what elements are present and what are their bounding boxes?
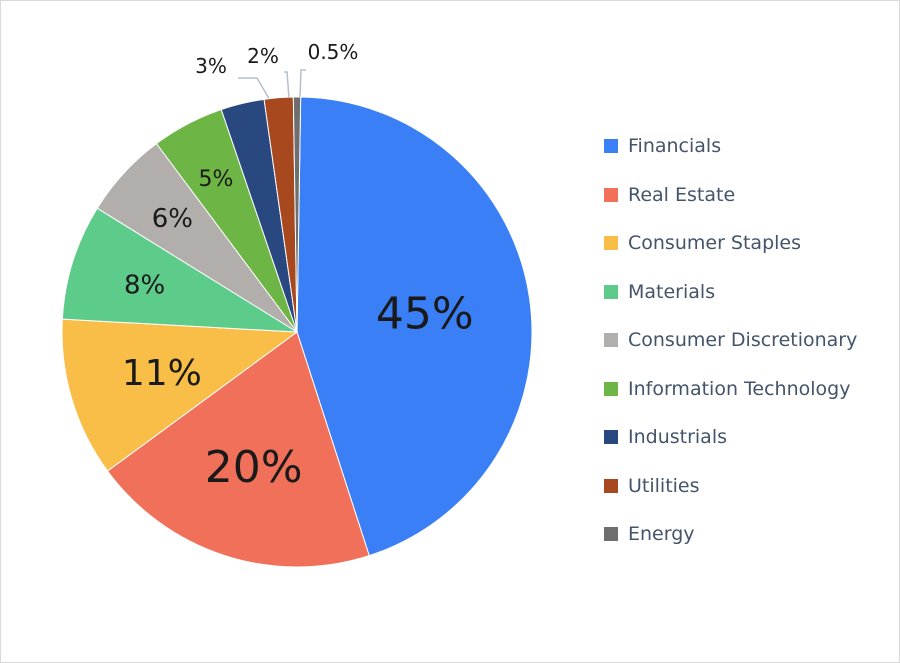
legend-swatch	[604, 478, 618, 493]
legend-label: Industrials	[628, 426, 728, 449]
legend-swatch	[604, 430, 618, 445]
data-label: 8%	[124, 270, 165, 300]
legend-item: Industrials	[604, 413, 857, 462]
legend-swatch	[604, 381, 618, 396]
legend-label: Energy	[628, 523, 695, 546]
legend-swatch	[604, 139, 618, 154]
legend-swatch	[604, 187, 618, 202]
data-label: 5%	[199, 167, 234, 192]
data-label: 6%	[152, 204, 193, 234]
legend-item: Financials	[604, 122, 857, 171]
leader-line	[299, 69, 306, 98]
legend-label: Consumer Discretionary	[628, 329, 858, 352]
legend-swatch	[604, 236, 618, 251]
legend-swatch	[604, 527, 618, 542]
data-label: 2%	[247, 44, 279, 68]
pie-slice-consumer-staples	[61, 318, 299, 472]
legend-label: Financials	[628, 135, 722, 158]
leader-line	[284, 71, 290, 99]
data-label: 45%	[376, 289, 474, 340]
legend-swatch	[604, 333, 618, 348]
data-label: 0.5%	[308, 40, 359, 64]
legend-label: Information Technology	[628, 377, 851, 400]
legend-item: Information Technology	[604, 365, 857, 414]
pie-slice-real-estate	[106, 331, 370, 568]
legend-swatch	[604, 284, 618, 299]
pie-slice-energy	[292, 96, 302, 333]
data-label: 11%	[122, 353, 202, 394]
legend-label: Utilities	[628, 474, 700, 497]
data-label: 3%	[195, 54, 227, 78]
data-label: 20%	[205, 442, 303, 493]
legend-label: Consumer Staples	[628, 232, 802, 255]
legend: Financials Real Estate Consumer Staples Mat…	[604, 122, 857, 559]
legend-item: Materials	[604, 268, 857, 317]
legend-item: Consumer Discretionary	[604, 316, 857, 365]
legend-item: Consumer Staples	[604, 219, 857, 268]
legend-item: Energy	[604, 510, 857, 559]
pie-slice-financials	[296, 96, 533, 557]
pie-slice-materials	[61, 207, 298, 333]
leader-line	[238, 77, 272, 103]
legend-item: Real Estate	[604, 171, 857, 220]
legend-item: Utilities	[604, 462, 857, 511]
legend-label: Real Estate	[628, 183, 736, 206]
legend-label: Materials	[628, 280, 716, 303]
